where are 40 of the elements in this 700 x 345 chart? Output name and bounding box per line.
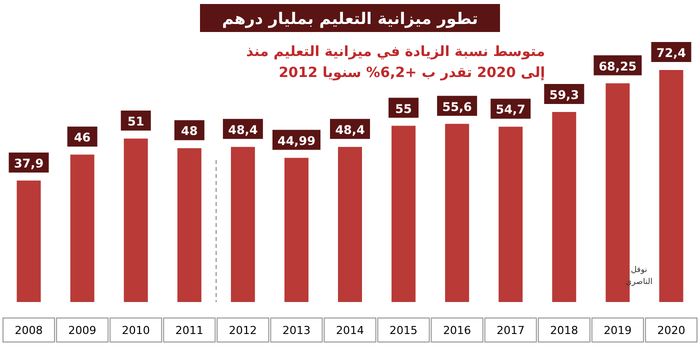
data-label: 55,6 <box>442 100 472 114</box>
data-label: 48 <box>181 124 198 138</box>
data-label: 48,4 <box>228 122 258 137</box>
bar <box>177 148 202 302</box>
bar <box>552 112 576 302</box>
data-label: 54,7 <box>496 102 526 117</box>
data-label: 51 <box>127 114 144 129</box>
bar <box>445 124 470 302</box>
bar <box>230 146 255 302</box>
x-tick-label: 2013 <box>282 324 310 337</box>
x-tick-label: 2014 <box>336 324 364 337</box>
data-label: 72,4 <box>656 46 686 60</box>
x-tick-label: 2016 <box>443 324 472 337</box>
x-tick-label: 2012 <box>228 324 257 337</box>
bar <box>659 70 684 302</box>
data-label: 68,25 <box>598 59 637 74</box>
x-tick-label: 2009 <box>68 324 96 337</box>
x-tick-label: 2010 <box>122 324 150 337</box>
bar <box>284 158 308 302</box>
bar <box>338 146 362 302</box>
x-tick-label: 2018 <box>550 324 578 337</box>
data-label: 55 <box>395 102 412 116</box>
x-tick-label: 2017 <box>496 324 525 337</box>
data-label: 46 <box>74 130 91 145</box>
x-tick-label: 2020 <box>657 324 686 337</box>
data-label: 37,9 <box>14 156 44 171</box>
bar <box>124 138 148 302</box>
bar <box>16 180 41 302</box>
x-tick-label: 2008 <box>14 324 43 337</box>
data-label: 44,99 <box>277 134 316 148</box>
x-tick-label: 2019 <box>604 324 632 337</box>
chart-title: تطور ميزانية التعليم بمليار درهم <box>222 9 478 28</box>
data-label: 48,4 <box>335 122 365 137</box>
x-tick-label: 2011 <box>175 324 204 337</box>
data-label: 59,3 <box>549 88 579 102</box>
chart-subtitle: متوسط نسبة الزيادة في ميزانية التعليم منذ 2012 إلى 2020 تقدر ب +6,2% سنويا <box>246 44 545 81</box>
x-tick-label: 2015 <box>390 324 418 337</box>
bar <box>392 126 416 302</box>
bar <box>70 154 94 302</box>
bar <box>498 126 523 302</box>
